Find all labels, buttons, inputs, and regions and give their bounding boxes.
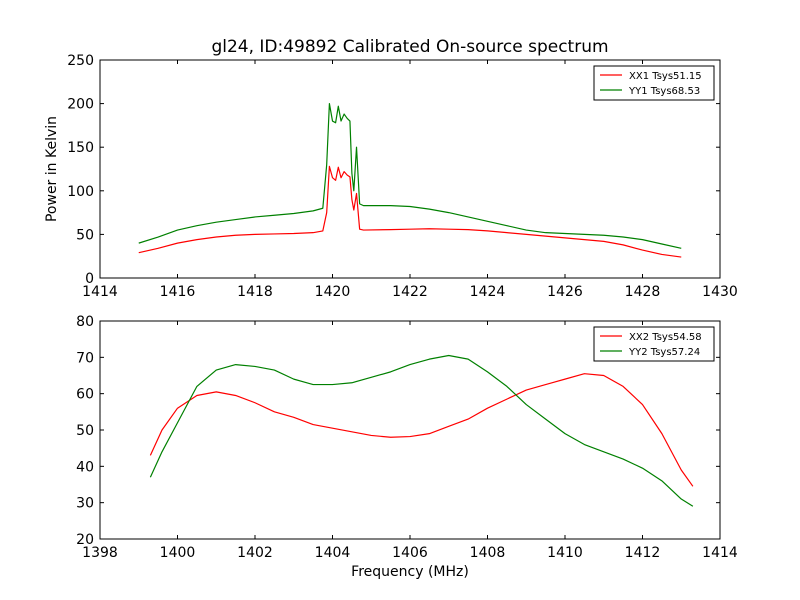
x-tick-label: 1426 <box>547 284 583 300</box>
y-tick-label: 20 <box>76 532 94 548</box>
y-tick-label: 200 <box>67 97 94 113</box>
figure-title: gl24, ID:49892 Calibrated On-source spec… <box>211 37 608 57</box>
legend-entry: YY2 Tsys57.24 <box>628 347 700 358</box>
legend-box <box>593 326 715 362</box>
x-tick-label: 1428 <box>625 284 661 300</box>
x-tick-label: 1400 <box>160 545 196 561</box>
x-tick-label: 1398 <box>82 545 118 561</box>
legend-entry: XX2 Tsys54.58 <box>629 332 702 343</box>
x-tick-label: 1422 <box>392 284 428 300</box>
x-tick-label: 1430 <box>702 284 738 300</box>
legend-entry: XX1 Tsys51.15 <box>629 71 702 82</box>
x-tick-label: 1412 <box>625 545 661 561</box>
y-tick-label: 30 <box>76 496 94 512</box>
x-tick-label: 1416 <box>160 284 196 300</box>
y-tick-label: 80 <box>76 314 94 330</box>
series-line-xx1 <box>138 165 682 258</box>
y-tick-label: 100 <box>67 184 94 200</box>
y-axis-label: Power in Kelvin <box>44 116 60 222</box>
y-tick-label: 40 <box>76 459 94 475</box>
x-tick-label: 1424 <box>470 284 506 300</box>
legend: XX2 Tsys54.58 YY2 Tsys57.24 <box>593 326 715 362</box>
x-tick-label: 1418 <box>237 284 273 300</box>
x-tick-label: 1420 <box>315 284 351 300</box>
legend-entry: YY1 Tsys68.53 <box>628 86 700 97</box>
legend-box <box>593 65 715 101</box>
x-tick-label: 1410 <box>547 545 583 561</box>
x-tick-label: 1414 <box>82 284 118 300</box>
top-panel: 1414 1416 1418 1420 1422 1424 1426 1428 1430 0 50 1… <box>44 53 738 300</box>
y-tick-label: 50 <box>76 227 94 243</box>
x-tick-label: 1402 <box>237 545 273 561</box>
x-tick-label: 1406 <box>392 545 428 561</box>
series-line-yy1 <box>138 103 682 249</box>
y-tick-label: 60 <box>76 387 94 403</box>
series-line-xx2 <box>149 373 694 487</box>
x-axis-label: Frequency (MHz) <box>351 564 469 580</box>
y-tick-label: 250 <box>67 53 94 69</box>
series-line-yy2 <box>149 354 694 507</box>
y-tick-label: 70 <box>76 350 94 366</box>
y-tick-label: 50 <box>76 423 94 439</box>
x-tick-label: 1408 <box>470 545 506 561</box>
x-tick-label: 1414 <box>702 545 738 561</box>
y-tick-label: 0 <box>85 271 94 287</box>
y-tick-label: 150 <box>67 140 94 156</box>
x-tick-label: 1404 <box>315 545 351 561</box>
legend: XX1 Tsys51.15 YY1 Tsys68.53 <box>593 65 715 101</box>
bottom-panel: 1398 1400 1402 1404 1406 1408 1410 1412 1414 20 30… <box>76 314 738 580</box>
